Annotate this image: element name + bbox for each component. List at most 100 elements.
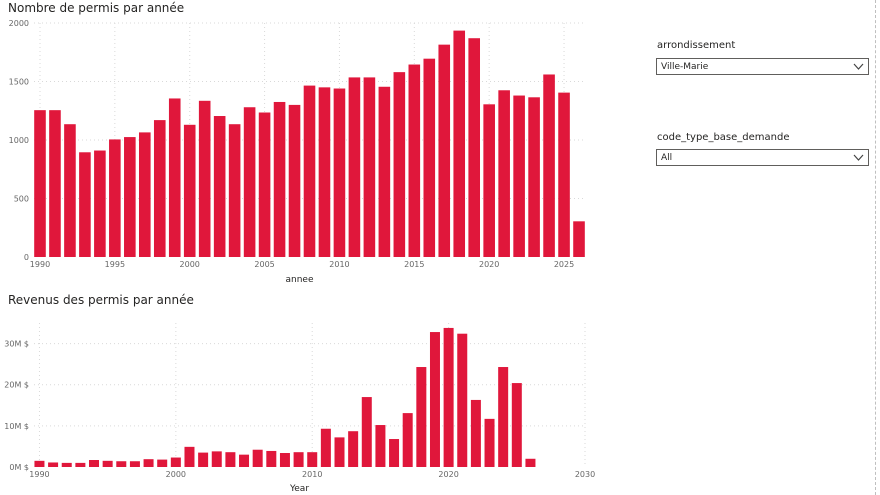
bar	[213, 116, 226, 257]
bar	[429, 332, 440, 467]
bar	[48, 462, 59, 467]
bar	[258, 112, 271, 257]
bar	[402, 413, 413, 467]
bar	[543, 74, 555, 257]
bar	[293, 452, 304, 467]
x-tick-label: 2000	[180, 260, 200, 269]
bar	[393, 72, 406, 257]
bar	[109, 139, 121, 257]
bar	[138, 132, 151, 257]
bar	[443, 327, 454, 467]
bar	[483, 104, 495, 257]
bar	[49, 110, 61, 257]
x-tick-label: 2025	[554, 260, 574, 269]
bar	[183, 124, 196, 257]
bar	[157, 459, 168, 467]
bar	[408, 64, 421, 257]
bar	[348, 77, 361, 257]
x-tick-label: 2005	[254, 260, 274, 269]
bar	[484, 418, 495, 467]
bar	[303, 85, 316, 257]
y-tick-label: 0	[24, 253, 29, 262]
bar	[198, 100, 211, 258]
x-tick-label: 2015	[404, 260, 424, 269]
bar	[528, 97, 540, 257]
bar	[252, 449, 263, 467]
slicer-label: code_type_base_demande	[657, 132, 790, 143]
bar	[116, 461, 127, 467]
bar	[416, 367, 427, 467]
bar	[102, 460, 113, 467]
x-axis-title: Year	[289, 484, 309, 494]
dropdown-value: Ville-Marie	[661, 62, 709, 72]
bar	[266, 450, 277, 467]
code-type-base-demande-dropdown[interactable]: All	[656, 149, 869, 166]
bar	[89, 460, 100, 467]
x-tick-label: 1995	[105, 260, 125, 269]
x-tick-label: 2020	[438, 470, 458, 479]
bar	[64, 124, 76, 257]
bar	[34, 460, 45, 467]
bar	[168, 98, 181, 257]
bar	[34, 110, 46, 257]
bar	[124, 137, 136, 257]
y-tick-label: 1000	[9, 136, 29, 145]
bar	[61, 462, 72, 467]
bar	[143, 459, 154, 467]
bar	[279, 453, 290, 467]
bar	[129, 461, 140, 467]
permit-revenue-chart: 0M $ 10M $ 20M $ 30M $ 1990 2000 2010 2020 2030 Y…	[4, 323, 595, 494]
x-axis-title: annee	[286, 275, 314, 285]
bar	[453, 30, 466, 258]
bar	[334, 437, 345, 467]
y-tick-label: 30M $	[4, 340, 29, 349]
page-border	[875, 0, 880, 495]
bar	[378, 86, 391, 257]
arrondissement-dropdown[interactable]: Ville-Marie	[656, 58, 869, 75]
bar	[228, 124, 241, 257]
chevron-down-icon	[853, 154, 864, 161]
bar	[318, 87, 331, 257]
permit-count-chart: 0 500 1000 1500 2000 1990 1995 2000 2005 2010 2015…	[9, 19, 585, 285]
chevron-down-icon	[853, 63, 864, 70]
bar	[389, 439, 400, 467]
bar	[375, 425, 386, 467]
bar	[288, 104, 301, 258]
bar	[423, 58, 436, 258]
bar	[511, 383, 522, 467]
dropdown-value: All	[661, 153, 673, 163]
bar	[363, 77, 376, 257]
permit-revenue-chart-visual: Revenus des permis par année 0M $ 10M $ 20…	[0, 290, 595, 495]
bar	[198, 452, 209, 467]
bar	[153, 120, 166, 257]
bar	[348, 431, 359, 467]
slicer-label: arrondissement	[657, 40, 736, 51]
y-tick-label: 10M $	[4, 422, 29, 431]
bar	[320, 428, 331, 467]
y-tick-label: 2000	[9, 19, 29, 28]
x-tick-label: 2010	[329, 260, 349, 269]
bar	[243, 107, 256, 258]
bar	[75, 462, 86, 467]
bar	[79, 152, 91, 257]
bar	[457, 333, 468, 467]
y-tick-label: 0M $	[9, 463, 29, 472]
bar	[498, 90, 510, 258]
bar	[361, 397, 372, 467]
chart-title: Nombre de permis par année	[8, 1, 185, 15]
bar	[573, 221, 585, 257]
bar	[470, 399, 481, 467]
chart-title: Revenus des permis par année	[8, 293, 194, 307]
bar	[184, 446, 195, 467]
bar	[333, 88, 346, 258]
bar	[558, 92, 570, 258]
x-tick-label: 2030	[575, 470, 595, 479]
bar	[225, 452, 236, 467]
y-tick-label: 20M $	[4, 381, 29, 390]
y-tick-label: 1500	[9, 78, 29, 87]
bar	[525, 458, 536, 467]
bar	[307, 452, 318, 467]
bar	[239, 454, 250, 467]
x-tick-label: 2010	[302, 470, 322, 479]
bar	[438, 44, 451, 257]
